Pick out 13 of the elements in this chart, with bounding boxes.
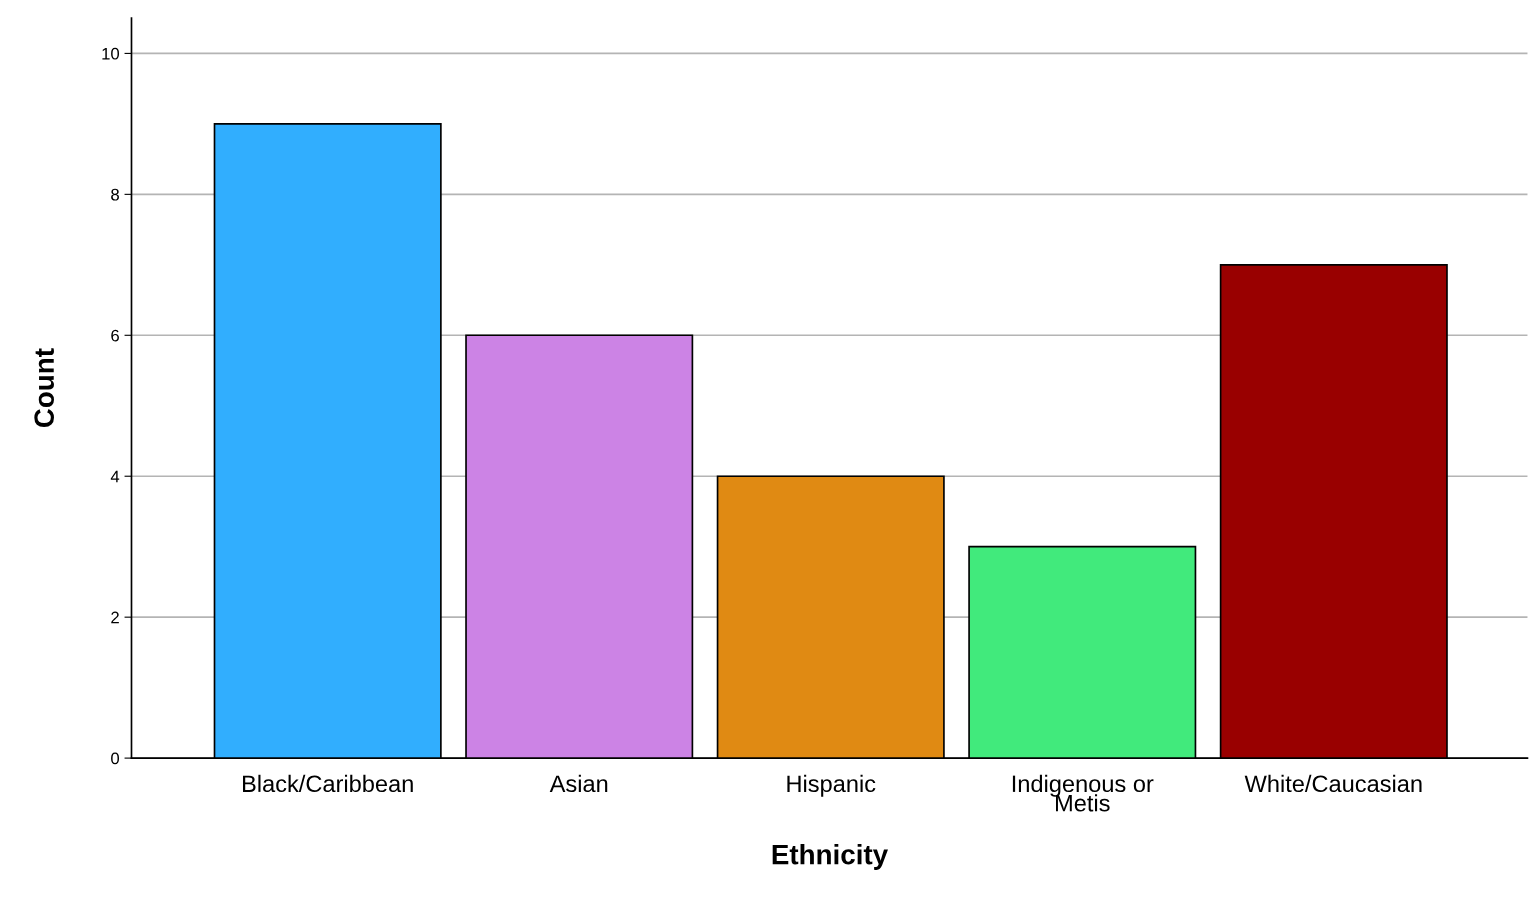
x-axis-title: Ethnicity: [772, 844, 888, 870]
y-tick-label: 6: [111, 329, 119, 342]
y-tick-label: 10: [102, 47, 120, 60]
x-tick-label: Indigenous or Metis: [1012, 774, 1154, 812]
x-tick-label: Black/Caribbean: [243, 774, 413, 793]
y-axis-title: Count: [34, 348, 54, 428]
x-tick-label: Asian: [549, 774, 608, 793]
x-tick-label: White/Caucasian: [1244, 774, 1422, 793]
y-tick-label: 2: [111, 611, 119, 624]
y-tick-label: 0: [111, 752, 120, 765]
y-tick-label: 4: [110, 470, 120, 483]
y-tick-label: 8: [111, 188, 119, 201]
x-tick-label: Hispanic: [787, 774, 876, 797]
